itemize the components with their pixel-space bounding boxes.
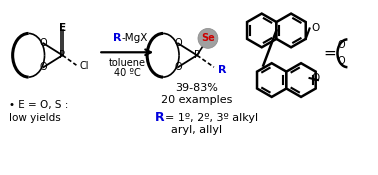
Text: O: O: [311, 73, 320, 83]
Text: O: O: [338, 40, 345, 50]
Text: O: O: [311, 23, 320, 33]
Text: 40 ºC: 40 ºC: [114, 68, 141, 78]
Circle shape: [198, 29, 218, 48]
Text: aryl, allyl: aryl, allyl: [171, 125, 223, 135]
Text: P: P: [194, 50, 200, 60]
Text: O: O: [174, 38, 182, 48]
Text: R: R: [113, 33, 121, 43]
Text: R: R: [155, 111, 165, 124]
Text: toluene: toluene: [109, 58, 146, 68]
Text: 20 examples: 20 examples: [161, 95, 232, 105]
Text: =: =: [323, 46, 336, 61]
Text: O: O: [338, 56, 345, 66]
Text: 39-83%: 39-83%: [175, 83, 218, 93]
Text: O: O: [40, 62, 47, 72]
Text: P: P: [59, 50, 65, 60]
Text: = 1º, 2º, 3º alkyl: = 1º, 2º, 3º alkyl: [165, 113, 258, 123]
Text: -MgX: -MgX: [121, 33, 148, 43]
Polygon shape: [287, 63, 316, 97]
Polygon shape: [276, 14, 306, 47]
Text: • E = O, S :: • E = O, S :: [9, 100, 68, 110]
Text: R: R: [218, 65, 226, 75]
Polygon shape: [247, 14, 276, 47]
Polygon shape: [257, 63, 287, 97]
Text: O: O: [40, 38, 47, 48]
Text: E: E: [59, 23, 66, 33]
Text: Cl: Cl: [79, 61, 89, 71]
Text: low yields: low yields: [9, 113, 60, 123]
Text: Se: Se: [201, 33, 215, 43]
Text: O: O: [174, 62, 182, 72]
